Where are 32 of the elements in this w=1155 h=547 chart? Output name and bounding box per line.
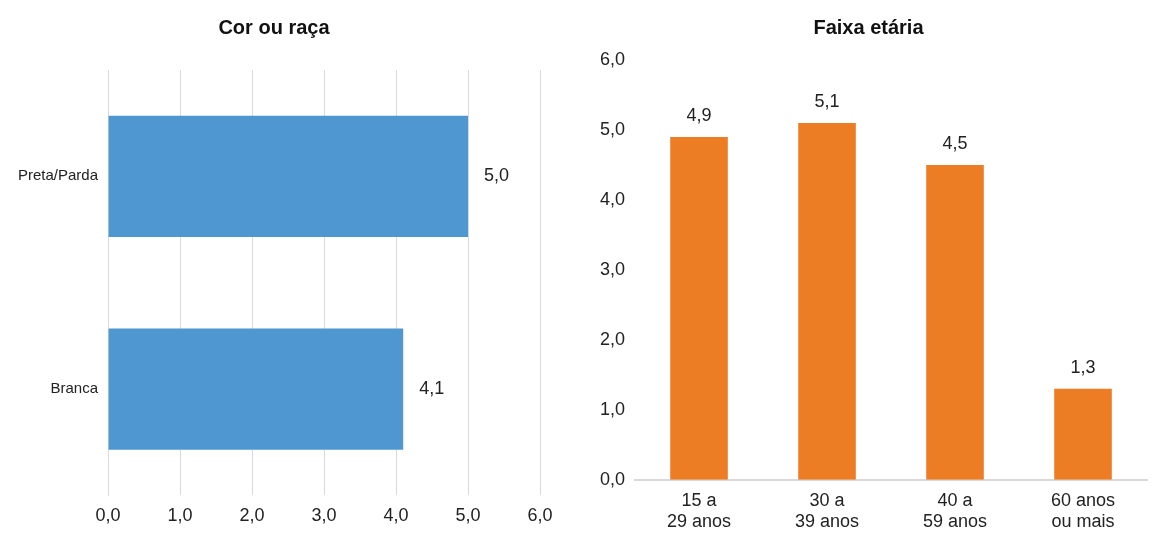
x-tick-label: 15 a 29 anos xyxy=(666,489,732,532)
bar xyxy=(798,122,856,480)
x-tick-label: 5,0 xyxy=(455,505,481,526)
y-tick-label: 1,0 xyxy=(599,398,626,419)
y-tick-label: 4,0 xyxy=(599,188,626,209)
data-label: 1,3 xyxy=(1070,356,1096,377)
data-label: 4,9 xyxy=(686,104,712,125)
x-tick-label: 1,0 xyxy=(167,505,193,526)
bar xyxy=(670,136,728,480)
x-tick-label: 0,0 xyxy=(95,505,121,526)
x-tick-label: 4,0 xyxy=(383,505,409,526)
x-tick-label: 6,0 xyxy=(527,505,553,526)
data-label: 4,1 xyxy=(419,378,445,399)
x-tick-label: 2,0 xyxy=(239,505,265,526)
bar xyxy=(1054,388,1112,480)
y-tick-label: 3,0 xyxy=(599,258,626,279)
chart-title: Cor ou raça xyxy=(218,15,331,38)
x-tick-label: 60 anos ou mais xyxy=(1050,489,1116,532)
x-tick-label: 30 a 39 anos xyxy=(794,489,860,532)
chart-title: Faixa etária xyxy=(813,15,925,38)
y-tick-label: Branca xyxy=(50,379,99,397)
y-tick-label: 0,0 xyxy=(599,468,626,489)
y-tick-label: Preta/Parda xyxy=(18,166,99,184)
x-tick-label: 3,0 xyxy=(311,505,337,526)
data-label: 4,5 xyxy=(942,132,968,153)
x-tick-label: 40 a 59 anos xyxy=(922,489,988,532)
data-label: 5,0 xyxy=(484,165,510,186)
bar xyxy=(926,164,984,480)
y-tick-label: 6,0 xyxy=(599,48,626,69)
y-tick-label: 2,0 xyxy=(599,328,626,349)
data-label: 5,1 xyxy=(814,90,840,111)
y-tick-label: 5,0 xyxy=(599,118,626,139)
